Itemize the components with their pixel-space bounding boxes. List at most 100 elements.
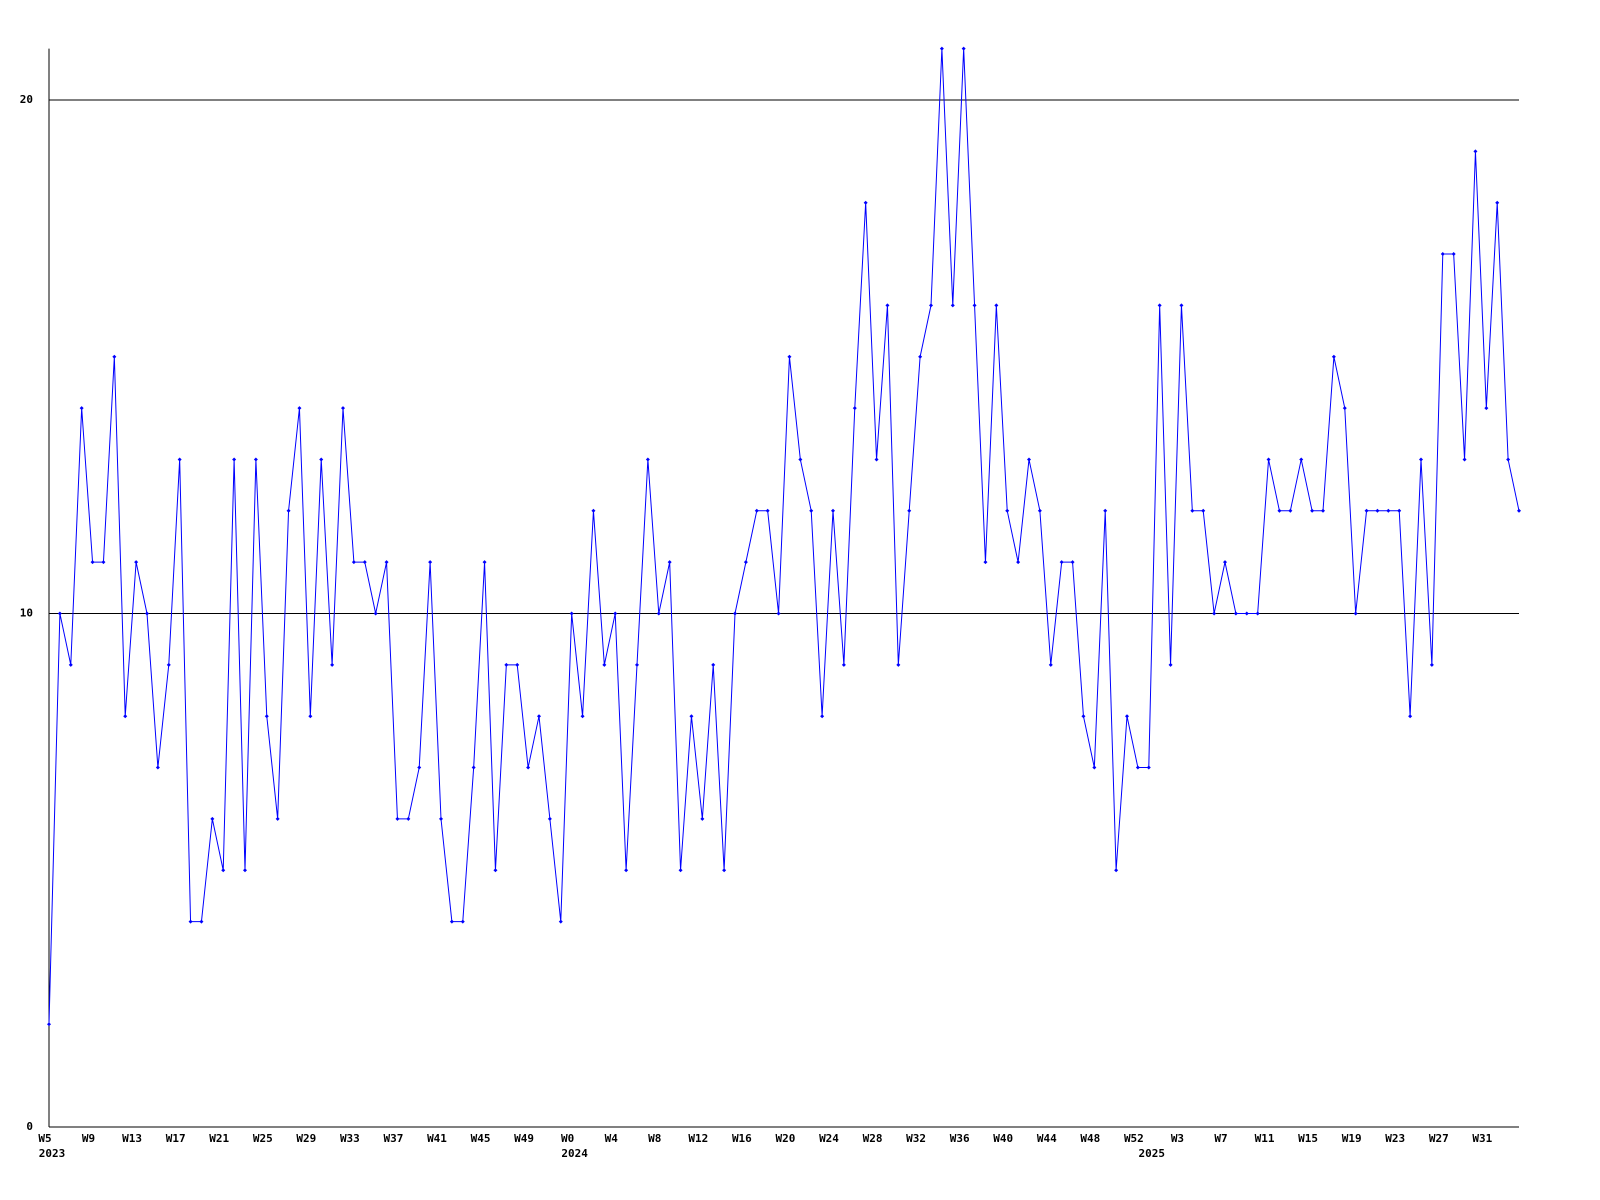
y-tick-label: 0 (26, 1120, 33, 1133)
point-marker (286, 508, 291, 513)
series-line (48, 48, 1520, 1025)
point-marker (101, 560, 106, 565)
point-marker (341, 406, 345, 411)
point-marker (264, 714, 269, 719)
point-marker (1462, 457, 1467, 462)
point-marker (994, 303, 999, 308)
x-tick-label: W31 (1472, 1132, 1492, 1145)
point-marker (68, 662, 73, 667)
x-tick-label: W25 (253, 1132, 273, 1145)
point-marker (743, 560, 748, 565)
point-marker (929, 303, 933, 308)
x-tick-label: W24 (819, 1132, 839, 1145)
point-marker (1179, 303, 1184, 308)
point-marker (961, 46, 966, 51)
x-tick-label: W13 (122, 1132, 142, 1145)
point-marker (439, 816, 443, 821)
point-marker (776, 611, 781, 616)
x-tick-label: W27 (1429, 1132, 1449, 1145)
point-marker (983, 560, 988, 565)
point-marker (1059, 560, 1064, 565)
x-tick-label: W9 (82, 1132, 95, 1145)
point-marker (515, 662, 520, 667)
point-marker (569, 611, 574, 616)
point-marker (547, 816, 552, 821)
point-marker (1342, 406, 1347, 411)
point-marker (1005, 508, 1010, 513)
point-marker (417, 765, 422, 770)
point-marker (1125, 714, 1129, 719)
point-marker (678, 868, 683, 873)
point-marker (1451, 252, 1456, 257)
point-marker (896, 662, 901, 667)
point-marker (1429, 662, 1434, 667)
point-marker (1375, 508, 1380, 513)
x-tick-label: W44 (1037, 1132, 1057, 1145)
x-tick-label: W4 (605, 1132, 619, 1145)
point-marker (482, 560, 487, 565)
point-marker (1212, 611, 1217, 616)
year-label: 2024 (561, 1147, 588, 1160)
point-marker (1190, 508, 1195, 513)
point-marker (950, 303, 955, 308)
x-tick-label: W32 (906, 1132, 926, 1145)
point-marker (243, 868, 247, 873)
point-marker (188, 919, 193, 924)
point-marker (863, 200, 868, 205)
year-label: 2025 (1139, 1147, 1166, 1160)
point-marker (1310, 508, 1315, 513)
point-marker (1299, 457, 1304, 462)
point-marker (199, 919, 204, 924)
point-marker (798, 457, 803, 462)
point-marker (155, 765, 160, 770)
point-marker (1288, 508, 1293, 513)
point-marker (297, 406, 302, 411)
point-marker (1517, 508, 1521, 513)
point-marker (1277, 508, 1282, 513)
point-marker (123, 714, 128, 719)
x-tick-label: W48 (1080, 1132, 1100, 1145)
x-tick-label: W7 (1214, 1132, 1227, 1145)
point-marker (275, 816, 280, 821)
point-marker (1255, 611, 1260, 616)
point-marker (1364, 508, 1369, 513)
point-marker (1037, 508, 1042, 513)
point-marker (580, 714, 585, 719)
point-marker (1048, 662, 1053, 667)
point-marker (145, 611, 149, 616)
x-tick-label: W33 (340, 1132, 360, 1145)
x-tick-label: W21 (209, 1132, 229, 1145)
x-tick-label: W41 (427, 1132, 447, 1145)
point-marker (1495, 200, 1500, 205)
x-tick-label: W29 (296, 1132, 316, 1145)
point-marker (1440, 252, 1445, 257)
point-marker (166, 662, 171, 667)
point-marker (1397, 508, 1402, 513)
point-marker (319, 457, 324, 462)
point-marker (177, 457, 182, 462)
point-marker (613, 611, 618, 616)
point-marker (765, 508, 770, 513)
point-marker (57, 611, 62, 616)
x-tick-label: W8 (648, 1132, 661, 1145)
point-marker (1027, 457, 1031, 462)
point-marker (351, 560, 356, 565)
point-marker (1081, 714, 1086, 719)
x-tick-label: W36 (950, 1132, 970, 1145)
point-marker (624, 868, 629, 873)
x-tick-label: W49 (514, 1132, 534, 1145)
point-marker (1353, 611, 1358, 616)
point-marker (1386, 508, 1391, 513)
x-tick-label: W0 (561, 1132, 574, 1145)
point-marker (1201, 508, 1206, 513)
point-marker (1157, 303, 1162, 308)
point-marker (253, 457, 258, 462)
point-marker (700, 816, 705, 821)
y-tick-label: 20 (20, 93, 33, 106)
point-marker (537, 714, 541, 719)
point-marker (809, 508, 814, 513)
point-marker (667, 560, 672, 565)
point-marker (449, 919, 454, 924)
point-marker (645, 457, 650, 462)
